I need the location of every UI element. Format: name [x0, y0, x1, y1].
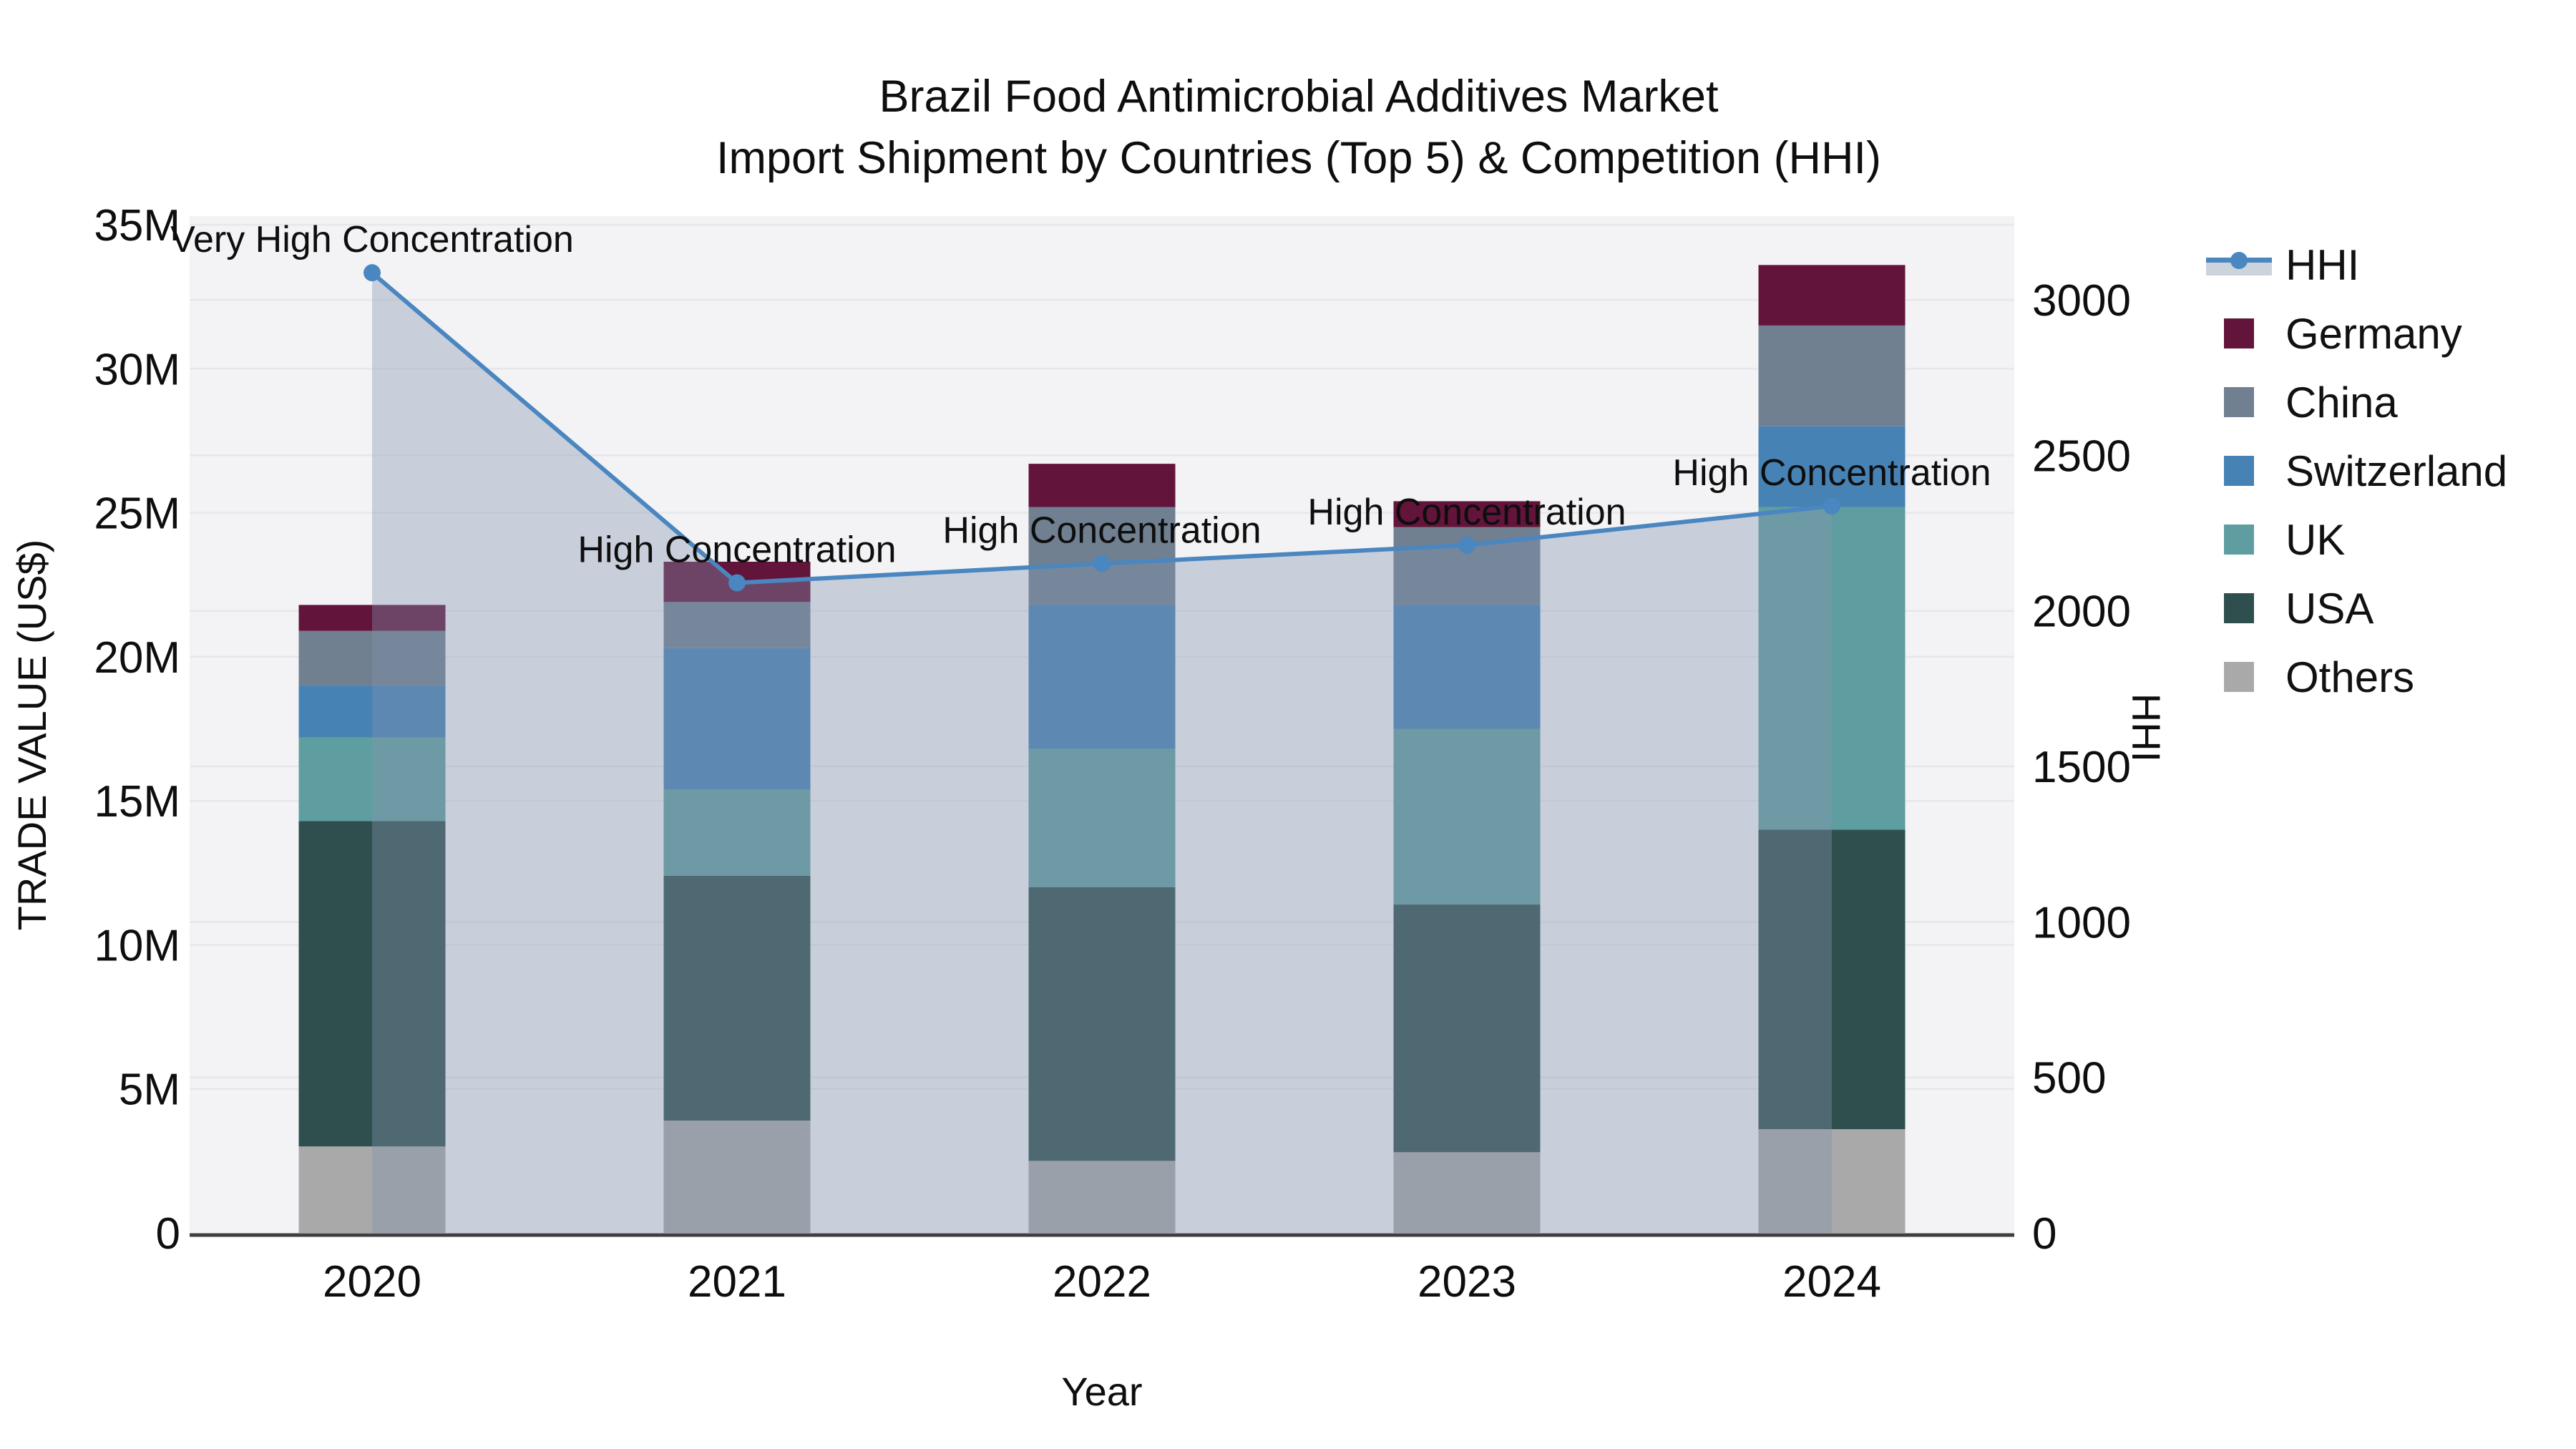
bar-segment-switzerland-2022[interactable]	[1028, 605, 1176, 749]
y-tick-25M: 25M	[94, 489, 180, 539]
y-tick-30M: 30M	[94, 345, 180, 394]
legend-label: USA	[2285, 584, 2374, 633]
hhi-legend-swatch-icon	[2206, 250, 2272, 280]
y2-tick-2000: 2000	[2032, 587, 2131, 637]
bar-segment-usa-2024[interactable]	[1758, 829, 1906, 1130]
legend-item-uk[interactable]: UK	[2224, 516, 2345, 564]
bar-segment-others-2020[interactable]	[298, 1146, 446, 1233]
y2-tick-1000: 1000	[2032, 898, 2131, 947]
hhi-marker-2024[interactable]	[1823, 497, 1840, 515]
y-tick-0: 0	[156, 1209, 180, 1259]
y-tick-35M: 35M	[94, 201, 180, 250]
bar-segment-switzerland-2024[interactable]	[1758, 426, 1906, 507]
legend-label: China	[2285, 378, 2398, 426]
bar-segment-switzerland-2021[interactable]	[663, 648, 811, 790]
chart-title: Brazil Food Antimicrobial Additives Mark…	[583, 66, 2014, 189]
y-axis-title: TRADE VALUE (US$)	[9, 539, 54, 931]
bar-segment-germany-2022[interactable]	[1028, 464, 1176, 507]
y2-tick-500: 500	[2032, 1054, 2106, 1103]
x-tick-2022: 2022	[1053, 1257, 1151, 1307]
bar-segment-others-2023[interactable]	[1393, 1152, 1541, 1233]
x-tick-2023: 2023	[1418, 1257, 1516, 1307]
bar-segment-switzerland-2020[interactable]	[298, 686, 446, 738]
bar-segment-uk-2022[interactable]	[1028, 748, 1176, 887]
bar-segment-others-2021[interactable]	[663, 1120, 811, 1233]
legend-swatch-icon	[2224, 387, 2254, 417]
legend-swatch-icon	[2224, 593, 2254, 623]
bar-segment-germany-2020[interactable]	[298, 605, 446, 631]
legend-label: HHI	[2285, 240, 2360, 289]
bar-segment-uk-2023[interactable]	[1393, 728, 1541, 905]
annotation-2024: High Concentration	[1672, 452, 1991, 494]
x-tick-2024: 2024	[1782, 1257, 1881, 1307]
legend-item-switzerland[interactable]: Switzerland	[2224, 447, 2507, 495]
bar-segment-germany-2023[interactable]	[1393, 501, 1541, 527]
annotation-2023: High Concentration	[1307, 492, 1626, 533]
legend-label: Switzerland	[2285, 447, 2508, 495]
bar-segment-usa-2022[interactable]	[1028, 887, 1176, 1161]
x-axis-title: Year	[1061, 1369, 1143, 1414]
y-tick-10M: 10M	[94, 921, 180, 970]
legend-label: Others	[2285, 653, 2415, 701]
y-tick-5M: 5M	[119, 1065, 180, 1115]
y-tick-15M: 15M	[94, 777, 180, 826]
legend-swatch-icon	[2224, 662, 2254, 692]
legend-label: UK	[2285, 515, 2346, 564]
bar-segment-germany-2024[interactable]	[1758, 265, 1906, 326]
annotation-2022: High Concentration	[942, 510, 1261, 552]
hhi-marker-2023[interactable]	[1458, 536, 1475, 554]
hhi-marker-2022[interactable]	[1093, 555, 1111, 572]
annotation-2021: High Concentration	[577, 530, 896, 571]
bar-segment-usa-2021[interactable]	[663, 875, 811, 1121]
legend-item-usa[interactable]: USA	[2224, 585, 2373, 633]
hhi-marker-2021[interactable]	[728, 574, 746, 592]
bar-segment-uk-2021[interactable]	[663, 789, 811, 876]
y2-axis-title: HHI	[2124, 693, 2169, 763]
y2-tick-3000: 3000	[2032, 276, 2131, 326]
legend-item-others[interactable]: Others	[2224, 653, 2414, 701]
bar-segment-china-2021[interactable]	[663, 602, 811, 648]
legend-swatch-icon	[2224, 456, 2254, 486]
bar-segment-china-2024[interactable]	[1758, 325, 1906, 426]
legend-item-hhi[interactable]: HHI	[2206, 241, 2359, 289]
bar-segment-switzerland-2023[interactable]	[1393, 605, 1541, 729]
legend-label: Germany	[2285, 309, 2462, 358]
legend-swatch-icon	[2224, 318, 2254, 348]
bar-segment-uk-2024[interactable]	[1758, 507, 1906, 830]
annotation-2020: Very High Concentration	[170, 219, 574, 260]
bar-segment-uk-2020[interactable]	[298, 737, 446, 821]
bar-segment-china-2020[interactable]	[298, 630, 446, 686]
x-tick-2020: 2020	[323, 1257, 421, 1307]
bar-segment-others-2022[interactable]	[1028, 1161, 1176, 1233]
y2-tick-0: 0	[2032, 1209, 2057, 1259]
bar-segment-others-2024[interactable]	[1758, 1129, 1906, 1233]
chart-title-line1: Brazil Food Antimicrobial Additives Mark…	[879, 72, 1719, 122]
x-tick-2021: 2021	[688, 1257, 786, 1307]
chart-title-line2: Import Shipment by Countries (Top 5) & C…	[716, 133, 1882, 183]
legend-item-germany[interactable]: Germany	[2224, 310, 2462, 358]
y2-tick-2500: 2500	[2032, 431, 2131, 481]
y2-tick-1500: 1500	[2032, 743, 2131, 792]
legend-swatch-icon	[2224, 525, 2254, 555]
bar-segment-usa-2020[interactable]	[298, 821, 446, 1147]
hhi-area-fill	[372, 273, 1832, 1234]
hhi-marker-2020[interactable]	[364, 264, 381, 282]
y-tick-20M: 20M	[94, 633, 180, 683]
legend-item-china[interactable]: China	[2224, 379, 2398, 426]
bar-segment-usa-2023[interactable]	[1393, 904, 1541, 1153]
